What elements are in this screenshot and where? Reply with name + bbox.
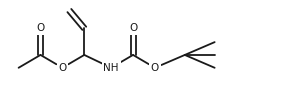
Text: O: O xyxy=(151,63,159,73)
Text: O: O xyxy=(129,23,137,33)
Text: NH: NH xyxy=(103,63,119,73)
Text: O: O xyxy=(58,63,66,73)
Text: O: O xyxy=(36,23,45,33)
